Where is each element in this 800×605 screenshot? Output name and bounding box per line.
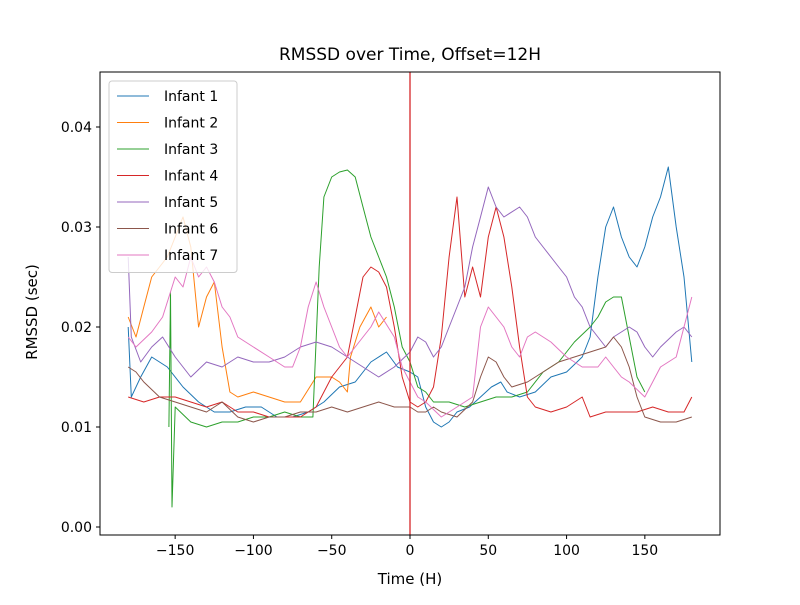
x-tick-label: −150: [156, 543, 194, 559]
legend-box: [108, 80, 238, 273]
x-tick-label: 0: [406, 543, 415, 559]
x-tick-label: 50: [479, 543, 497, 559]
y-tick-label: 0.00: [61, 520, 92, 536]
series-line-infant-6: [127, 336, 692, 423]
x-tick-label: −100: [234, 543, 272, 559]
legend: Infant 1 Infant 2 Infant 3 Infant 4 Infant 5…: [108, 80, 238, 273]
x-axis-label: Time (H): [377, 570, 442, 588]
y-tick-label: 0.03: [61, 220, 92, 236]
legend-label-infant-4: Infant 4: [164, 169, 218, 185]
x-tick-label: −50: [317, 543, 347, 559]
legend-label-infant-3: Infant 3: [164, 142, 218, 158]
y-axis-label: RMSSD (sec): [23, 264, 41, 360]
legend-label-infant-2: Infant 2: [164, 116, 218, 132]
legend-label-infant-6: Infant 6: [164, 222, 218, 238]
series-line-infant-4: [128, 196, 693, 418]
x-tick-label: 100: [553, 543, 580, 559]
series-line-infant-7: [127, 256, 693, 418]
legend-label-infant-5: Infant 5: [164, 195, 218, 211]
chart-title: RMSSD over Time, Offset=12H: [279, 45, 541, 65]
legend-label-infant-1: Infant 1: [164, 89, 218, 105]
legend-label-infant-7: Infant 7: [164, 248, 218, 264]
y-tick-label: 0.04: [61, 120, 92, 136]
axes: −150 −100 −50 0 50 100 150 0.00 0.01 0.02 0.03 0.04: [61, 71, 721, 559]
y-tick-label: 0.02: [61, 320, 92, 336]
y-tick-label: 0.01: [61, 420, 92, 436]
x-tick-label: 150: [631, 543, 658, 559]
